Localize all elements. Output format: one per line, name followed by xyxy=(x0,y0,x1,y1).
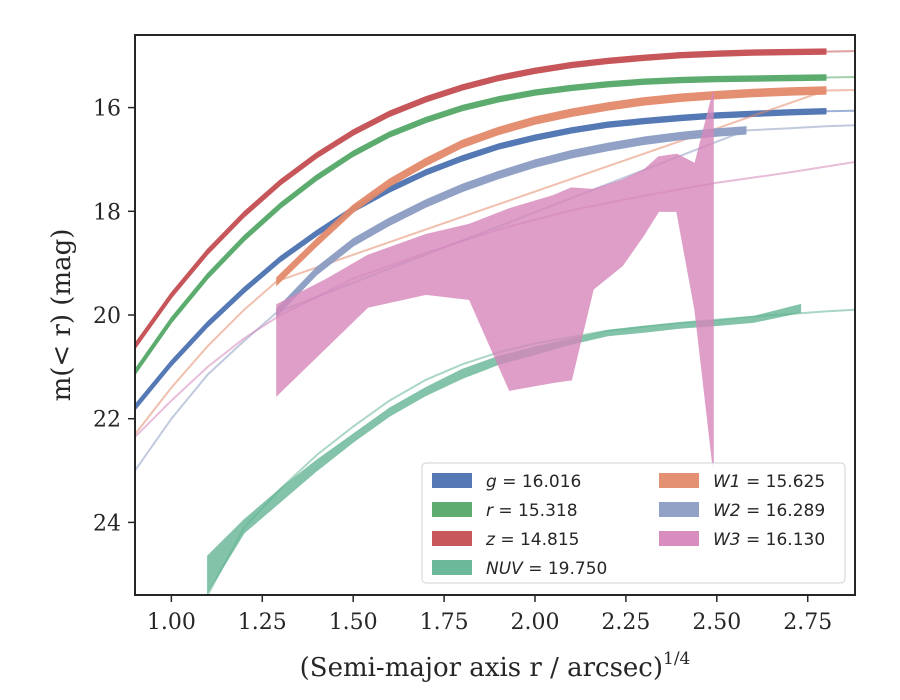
x-tick-label: 1.25 xyxy=(238,610,287,635)
series-z xyxy=(135,48,855,350)
legend-swatch xyxy=(659,473,699,488)
legend-label: W2 = 16.289 xyxy=(713,501,825,521)
legend-swatch xyxy=(659,531,699,546)
legend-frame xyxy=(421,462,846,584)
x-axis-label: (Semi-major axis r / arcsec)1/4 xyxy=(300,649,691,683)
legend-label: z = 14.815 xyxy=(485,530,579,550)
legend-swatch xyxy=(432,560,472,575)
legend-swatch xyxy=(432,502,472,517)
x-tick-label: 2.50 xyxy=(692,610,741,635)
legend-label: g = 16.016 xyxy=(486,472,581,492)
legend-item-w2: W2 = 16.289 xyxy=(659,501,825,521)
legend-swatch xyxy=(432,531,472,546)
series-g-model-line xyxy=(825,109,855,113)
legend: g = 16.016 r = 15.318 z = 14.815 NUV = 19.7… xyxy=(421,462,846,584)
y-tick-label: 18 xyxy=(93,200,121,225)
x-tick-label: 2.00 xyxy=(511,610,560,635)
series-z-model-line xyxy=(825,50,855,53)
series-w1 xyxy=(135,86,855,435)
plot-series xyxy=(135,48,855,595)
x-axis: 1.00 1.25 1.50 1.75 2.00 2.25 2.50 2.75 xyxy=(147,595,832,635)
legend-item-z: z = 14.815 xyxy=(432,530,579,550)
legend-label: r = 15.318 xyxy=(486,501,578,521)
y-tick-label: 16 xyxy=(93,97,121,122)
y-tick-label: 22 xyxy=(93,408,121,433)
x-tick-label: 2.75 xyxy=(783,610,832,635)
legend-item-g: g = 16.016 xyxy=(432,472,581,492)
y-axis: 16 18 20 22 24 xyxy=(93,97,135,536)
legend-item-w3: W3 = 16.130 xyxy=(659,530,825,550)
x-axis-label-exponent: 1/4 xyxy=(663,649,690,669)
x-tick-label: 1.00 xyxy=(147,610,196,635)
series-r xyxy=(135,74,855,376)
legend-label: W3 = 16.130 xyxy=(713,530,825,550)
legend-label: NUV = 19.750 xyxy=(486,559,607,579)
y-axis-label: m(< r) (mag) xyxy=(47,229,77,402)
series-w2-band xyxy=(276,126,747,318)
y-tick-label: 20 xyxy=(93,304,121,329)
legend-item-nuv: NUV = 19.750 xyxy=(432,559,607,579)
legend-item-w1: W1 = 15.625 xyxy=(659,472,825,492)
x-axis-label-text: (Semi-major axis r / arcsec) xyxy=(300,653,663,683)
x-tick-label: 1.75 xyxy=(420,610,469,635)
legend-swatch xyxy=(659,502,699,517)
legend-label: W1 = 15.625 xyxy=(713,472,825,492)
series-r-model-line xyxy=(825,76,855,79)
x-tick-label: 2.25 xyxy=(601,610,650,635)
series-z-band xyxy=(135,48,827,350)
series-w1-band xyxy=(276,86,827,287)
legend-item-r: r = 15.318 xyxy=(432,501,578,521)
legend-swatch xyxy=(432,473,472,488)
series-r-band xyxy=(135,74,827,376)
x-tick-label: 1.50 xyxy=(329,610,378,635)
y-tick-label: 24 xyxy=(93,511,121,536)
